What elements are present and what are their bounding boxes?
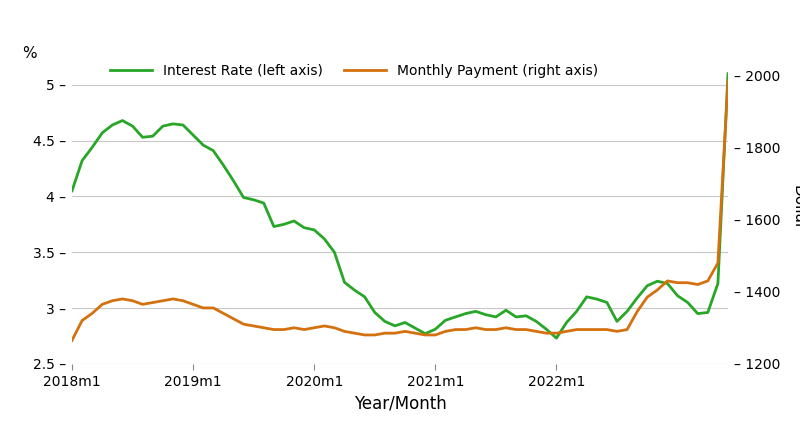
Legend: Interest Rate (left axis), Monthly Payment (right axis): Interest Rate (left axis), Monthly Payme…: [105, 58, 603, 83]
Monthly Payment (right axis): [673, 280, 682, 285]
Interest Rate (left axis): [269, 224, 278, 229]
Monthly Payment (right axis): [229, 316, 238, 321]
Interest Rate (left axis): [67, 188, 77, 193]
Line: Monthly Payment (right axis): Monthly Payment (right axis): [72, 81, 728, 340]
Interest Rate (left axis): [118, 118, 127, 123]
Interest Rate (left axis): [229, 178, 238, 183]
Monthly Payment (right axis): [582, 327, 591, 332]
Monthly Payment (right axis): [723, 78, 733, 83]
Monthly Payment (right axis): [350, 330, 359, 336]
Monthly Payment (right axis): [168, 296, 178, 301]
Interest Rate (left axis): [723, 71, 733, 76]
Interest Rate (left axis): [683, 300, 693, 305]
Y-axis label: %: %: [22, 46, 37, 61]
Monthly Payment (right axis): [269, 327, 278, 332]
Monthly Payment (right axis): [67, 338, 77, 343]
Interest Rate (left axis): [592, 297, 602, 302]
Interest Rate (left axis): [350, 288, 359, 293]
Y-axis label: Dollar: Dollar: [790, 185, 800, 230]
X-axis label: Year/Month: Year/Month: [354, 395, 446, 413]
Interest Rate (left axis): [552, 336, 562, 341]
Line: Interest Rate (left axis): Interest Rate (left axis): [72, 74, 728, 338]
